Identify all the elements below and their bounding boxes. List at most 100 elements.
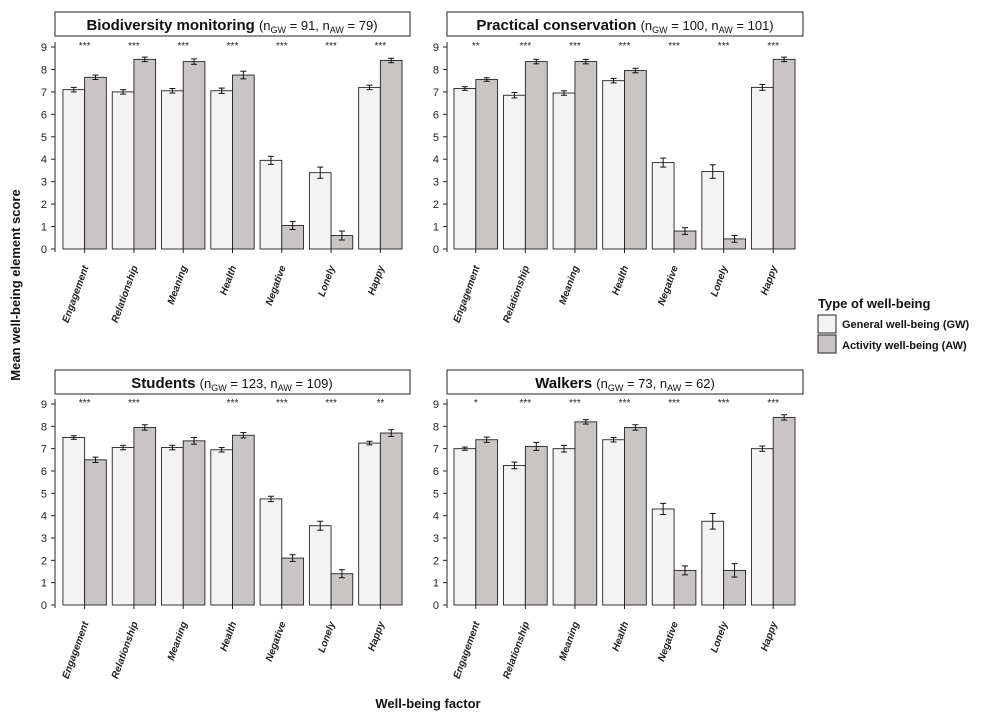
y-tick-label: 2 (41, 555, 47, 567)
bar-aw (475, 439, 499, 606)
bar-gw (453, 448, 477, 606)
y-tick-label: 9 (433, 399, 439, 411)
significance-label: *** (375, 41, 387, 52)
bar-aw (379, 432, 403, 606)
category-label: Meaning (558, 264, 582, 306)
y-tick-label: 1 (41, 578, 47, 590)
category-label: Relationship (501, 264, 532, 324)
y-tick-label: 2 (41, 199, 47, 211)
significance-label: * (474, 398, 478, 409)
bar-gw (308, 172, 332, 250)
bar-gw (161, 447, 184, 606)
category-label: Health (219, 620, 240, 652)
panel-title: Students (nGW = 123, nAW = 109) (131, 375, 332, 393)
category-label: Happy (759, 264, 780, 297)
legend-swatch-aw (817, 334, 837, 354)
y-tick-label: 3 (41, 177, 47, 189)
category-label: Lonely (709, 620, 731, 654)
panel-title-box (446, 369, 804, 395)
significance-label: *** (718, 41, 730, 52)
panel-title: Biodiversity monitoring (nGW = 91, nAW =… (86, 17, 377, 35)
y-tick-label: 5 (433, 132, 439, 144)
significance-label: *** (79, 398, 91, 409)
y-tick-label: 9 (41, 399, 47, 411)
bar-gw (701, 171, 725, 250)
y-tick-label: 2 (433, 199, 439, 211)
bar-aw (624, 70, 647, 250)
bar-aw (772, 58, 796, 250)
y-tick-label: 0 (433, 600, 439, 612)
category-label: Health (611, 620, 632, 652)
category-label: Lonely (709, 264, 731, 298)
y-tick-label: 6 (433, 466, 439, 478)
bar-aw (475, 79, 499, 250)
category-label: Health (219, 264, 240, 296)
category-label: Health (611, 264, 632, 296)
bar-gw (552, 92, 576, 250)
y-tick-label: 2 (433, 555, 439, 567)
y-tick-label: 1 (41, 222, 47, 234)
significance-label: *** (79, 41, 91, 52)
bar-gw (602, 80, 625, 250)
bar-aw (232, 434, 255, 606)
y-tick-label: 7 (41, 87, 47, 99)
bar-gw (62, 437, 86, 606)
bar-gw (503, 94, 526, 250)
bar-aw (574, 61, 598, 250)
legend: Type of well-being General well-being (G… (817, 296, 969, 354)
x-axis-title: Well-being factor (375, 696, 480, 711)
category-label: Meaning (166, 264, 190, 306)
significance-label: *** (520, 398, 532, 409)
bar-gw (503, 464, 526, 606)
significance-label: *** (619, 41, 631, 52)
y-tick-label: 8 (433, 421, 439, 433)
y-tick-label: 8 (41, 64, 47, 76)
category-label: Negative (264, 264, 289, 307)
bar-aw (330, 573, 354, 606)
category-label: Happy (366, 264, 387, 297)
bar-aw (379, 60, 403, 250)
panel-2: Students (nGW = 123, nAW = 109) 0 1 2 3 4 5 6 7 8… (41, 369, 411, 680)
bar-aw (524, 445, 548, 606)
bar-aw (182, 440, 206, 606)
y-tick-label: 8 (41, 421, 47, 433)
bar-gw (210, 90, 233, 250)
category-label: Lonely (317, 264, 339, 298)
significance-label: *** (276, 41, 288, 52)
bar-gw (259, 498, 283, 606)
category-label: Engagement (452, 264, 483, 325)
y-tick-label: 4 (433, 511, 439, 523)
y-tick-label: 7 (41, 444, 47, 456)
bar-gw (62, 89, 86, 250)
significance-label: ** (376, 398, 384, 409)
y-tick-label: 6 (41, 466, 47, 478)
panel-1: Practical conservation (nGW = 100, nAW =… (433, 11, 804, 325)
legend-title: Type of well-being (818, 296, 930, 311)
panel-title: Walkers (nGW = 73, nAW = 62) (535, 375, 715, 393)
y-tick-label: 5 (41, 488, 47, 500)
y-tick-label: 5 (433, 488, 439, 500)
bar-aw (182, 61, 206, 250)
significance-label: *** (668, 398, 680, 409)
significance-label: *** (767, 398, 779, 409)
category-label: Engagement (452, 620, 483, 681)
bar-aw (772, 416, 796, 606)
significance-label: *** (325, 41, 337, 52)
significance-label: *** (569, 41, 581, 52)
y-tick-label: 4 (433, 154, 439, 166)
category-label: Engagement (61, 264, 92, 325)
significance-label: *** (520, 41, 532, 52)
panel-title-box (54, 369, 411, 395)
y-tick-label: 0 (433, 244, 439, 256)
category-label: Lonely (317, 620, 339, 654)
y-tick-label: 1 (433, 578, 439, 590)
category-label: Negative (656, 620, 681, 663)
bar-aw (524, 61, 548, 250)
category-label: Negative (656, 264, 681, 307)
y-tick-label: 4 (41, 511, 47, 523)
y-tick-label: 8 (433, 64, 439, 76)
bar-aw (133, 427, 157, 606)
category-label: Happy (759, 620, 780, 653)
category-label: Relationship (110, 264, 141, 324)
